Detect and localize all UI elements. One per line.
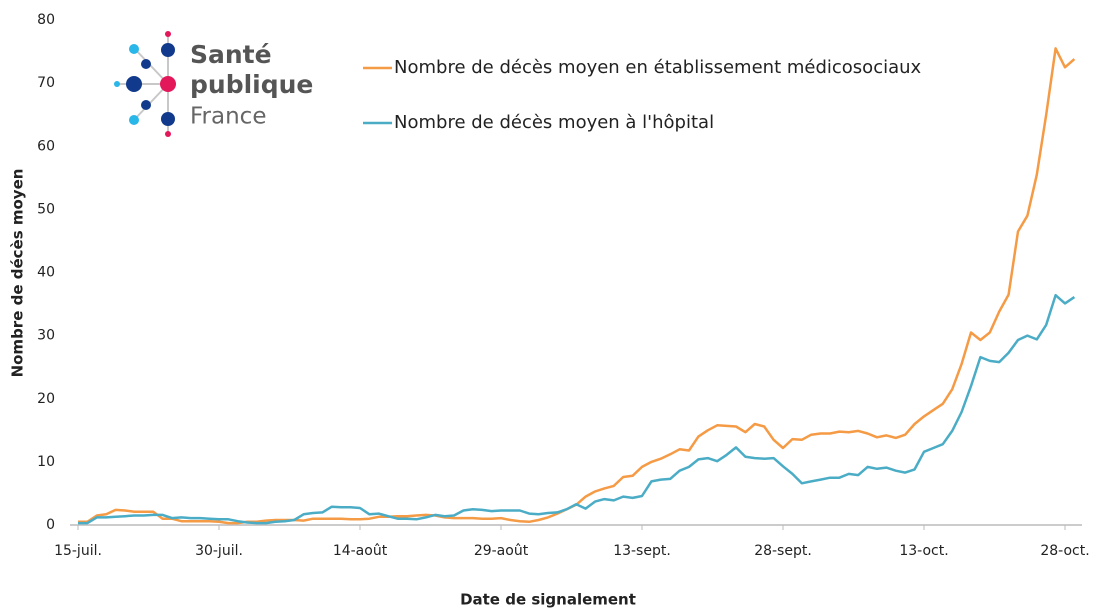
logo-text: publique <box>190 70 313 99</box>
y-tick-label: 80 <box>37 12 55 28</box>
y-axis-label: Nombre de décès moyen <box>9 169 27 378</box>
logo-text: France <box>190 104 266 130</box>
x-tick-label: 28-sept. <box>754 543 812 559</box>
y-tick-label: 20 <box>37 391 55 407</box>
y-tick-label: 30 <box>37 328 55 344</box>
legend-label: Nombre de décès moyen à l'hôpital <box>394 112 714 133</box>
y-tick-label: 10 <box>37 454 55 470</box>
data-line <box>78 293 1076 525</box>
x-tick-label: 30-juil. <box>195 543 243 559</box>
y-tick-label: 60 <box>37 138 55 154</box>
x-tick-label: 28-oct. <box>1040 543 1089 559</box>
x-tick-label: 15-juil. <box>54 543 102 559</box>
y-tick-label: 50 <box>37 201 55 217</box>
logo-text: Santé <box>190 40 272 69</box>
legend-label: Nombre de décès moyen en établissement m… <box>394 57 922 78</box>
y-tick-label: 70 <box>37 75 55 91</box>
x-axis-label: Date de signalement <box>460 591 636 609</box>
y-tick-label: 40 <box>37 265 55 281</box>
x-tick-label: 14-août <box>333 543 388 559</box>
y-tick-label: 0 <box>46 517 55 533</box>
x-tick-label: 13-sept. <box>613 543 671 559</box>
logo: Santé publique France <box>114 31 313 137</box>
x-tick-label: 29-août <box>474 543 529 559</box>
x-tick-label: 13-oct. <box>899 543 948 559</box>
